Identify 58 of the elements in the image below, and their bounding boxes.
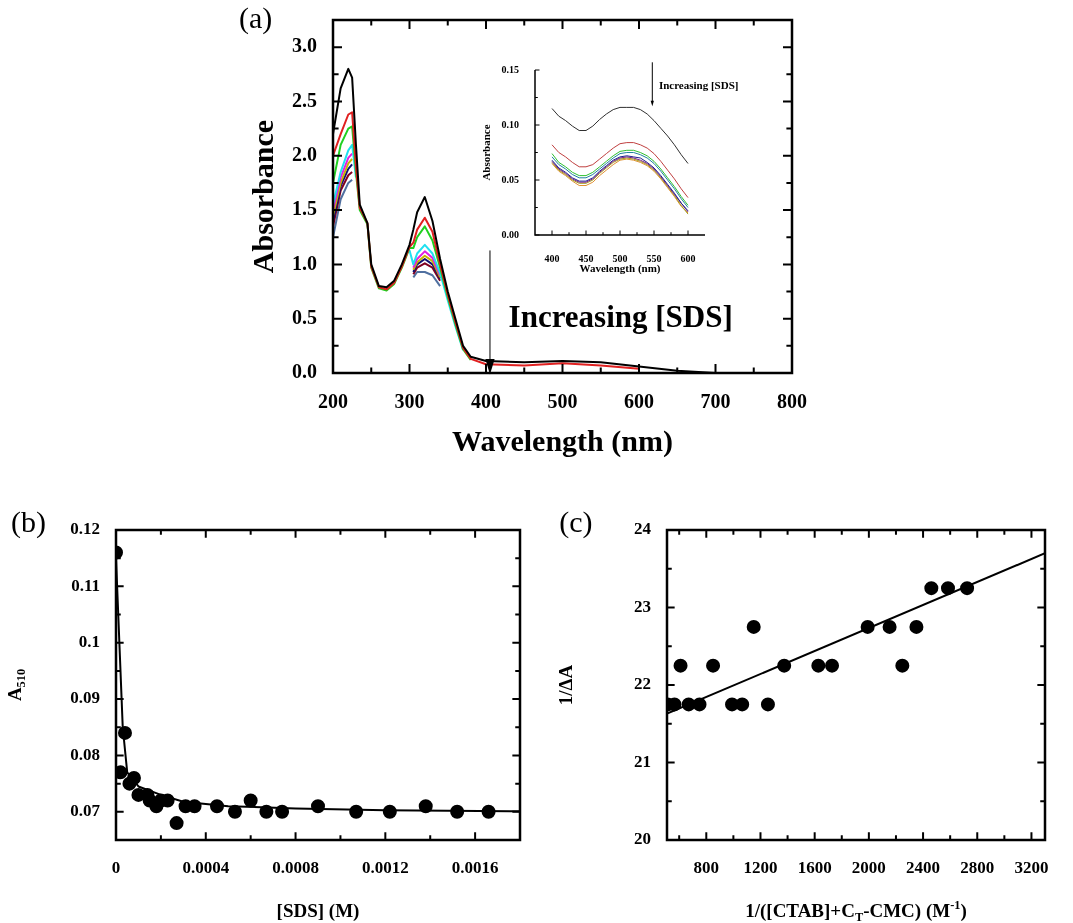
- x-tick-label: 1600: [797, 857, 832, 877]
- x-tick-label: 0.0016: [451, 857, 499, 877]
- x-axis-title: Wavelength (nm): [452, 423, 673, 458]
- x-tick-label: 0: [111, 857, 121, 877]
- y-tick-label: 0.0: [292, 360, 317, 383]
- y-tick-label: 0.09: [70, 688, 100, 708]
- x-tick-label: 800: [777, 390, 807, 413]
- x-tick-label: 2800: [960, 857, 995, 877]
- x-axis-title: Wavelength (nm): [579, 261, 661, 275]
- x-tick-label: 800: [693, 857, 720, 877]
- y-tick-label: 1.5: [292, 197, 317, 220]
- x-tick-label: 200: [318, 390, 348, 413]
- y-tick-label: 1.0: [292, 251, 317, 274]
- y-tick-label: 0.1: [78, 632, 100, 652]
- y-tick-label: 0.00: [501, 228, 519, 240]
- y-tick-label: 21: [634, 751, 651, 771]
- annotation: Increasing [SDS]: [508, 298, 733, 334]
- y-tick-label: 2.0: [292, 142, 317, 165]
- x-tick-label: 450: [578, 252, 594, 264]
- x-tick-label: 300: [394, 390, 425, 413]
- y-axis-title: Absorbance: [245, 119, 279, 274]
- y-tick-label: 0.08: [70, 744, 100, 764]
- x-tick-label: 400: [544, 252, 560, 264]
- x-tick-label: 1200: [743, 857, 778, 877]
- y-tick-label: 0.12: [70, 519, 100, 539]
- y-tick-label: 22: [634, 674, 651, 694]
- x-tick-label: 500: [612, 252, 628, 264]
- text: (b): [10, 504, 46, 539]
- x-tick-label: 700: [700, 390, 731, 413]
- x-tick-label: 0.0008: [272, 857, 319, 877]
- x-axis-title: [SDS] (M): [276, 899, 360, 922]
- x-tick-label: 0.0012: [361, 857, 409, 877]
- y-tick-label: 2.5: [292, 88, 317, 111]
- y-axis-title: A510: [3, 668, 28, 702]
- x-tick-label: 3200: [1014, 857, 1049, 877]
- text: (a): [238, 0, 273, 35]
- y-axis-title: Absorbance: [479, 124, 492, 181]
- y-tick-label: 0.07: [70, 801, 101, 821]
- y-tick-label: 24: [634, 519, 652, 539]
- x-tick-label: 2000: [851, 857, 886, 877]
- y-tick-label: 23: [634, 596, 651, 616]
- x-tick-label: 600: [680, 252, 696, 264]
- y-tick-label: 0.11: [71, 575, 100, 595]
- y-tick-label: 0.10: [501, 118, 519, 130]
- y-tick-label: 0.05: [501, 173, 519, 185]
- annotation: Increasing [SDS]: [658, 79, 739, 92]
- x-tick-label: 500: [547, 390, 578, 413]
- y-axis-title: 1/ΔA: [554, 664, 576, 706]
- text: (c): [559, 504, 593, 539]
- x-tick-label: 550: [646, 252, 662, 264]
- x-tick-label: 2400: [906, 857, 941, 877]
- y-tick-label: 20: [634, 829, 651, 849]
- y-tick-label: 0.15: [501, 63, 519, 75]
- x-tick-label: 400: [471, 390, 501, 413]
- x-tick-label: 600: [624, 390, 654, 413]
- x-tick-label: 0.0004: [182, 857, 230, 877]
- y-tick-label: 0.5: [292, 305, 317, 328]
- y-tick-label: 3.0: [292, 34, 317, 57]
